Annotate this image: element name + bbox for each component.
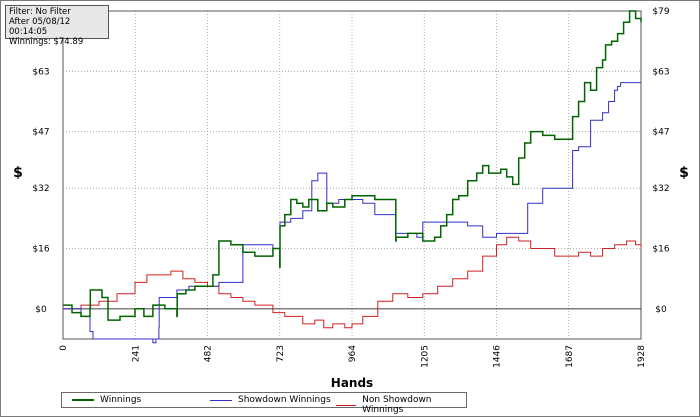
x-tick-label: 1446 — [493, 345, 503, 368]
x-tick-label: 723 — [276, 345, 286, 362]
x-tick-label: 0 — [59, 345, 69, 351]
legend-swatch — [72, 399, 94, 401]
y-tick-labels-right: $0 $16 $32 $47 $63 $79 — [652, 7, 669, 315]
x-tick-labels: 0 241 482 723 964 1205 1446 1687 1928 — [59, 345, 647, 368]
y-tick-label-left: $32 — [32, 184, 49, 194]
legend-label: Showdown Winnings — [238, 395, 331, 405]
x-axis-title: Hands — [331, 376, 373, 390]
x-tick-label: 1687 — [565, 345, 575, 368]
legend-item-non-showdown-winnings: Non Showdown Winnings — [336, 395, 466, 415]
x-tick-label: 1928 — [637, 345, 647, 368]
y-axis-title-left: $ — [13, 165, 23, 181]
legend-item-showdown-winnings: Showdown Winnings — [210, 395, 331, 405]
y-tick-label-right: $47 — [652, 128, 669, 138]
x-tick-label: 482 — [204, 345, 214, 362]
y-tick-label-right: $63 — [652, 67, 669, 77]
winnings-total-text: Winnings: $74.89 — [9, 37, 84, 47]
legend-label: Winnings — [100, 395, 142, 405]
x-tick-label: 1205 — [420, 345, 430, 368]
y-tick-labels-left: $0$16$32$47$63$79 — [32, 7, 49, 315]
series-lines — [63, 10, 642, 344]
x-tick-label: 964 — [348, 345, 358, 362]
y-axis-title-right: $ — [679, 165, 689, 181]
plot-area — [62, 10, 642, 340]
legend-item-winnings: Winnings — [72, 395, 141, 405]
y-tick-label-right: $16 — [652, 245, 669, 255]
y-tick-label-right: $0 — [655, 305, 667, 315]
legend-swatch — [336, 404, 357, 406]
legend: Winnings Showdown Winnings Non Showdown Wi… — [61, 392, 467, 415]
x-tick-label: 241 — [131, 345, 141, 362]
series-line-non-showdown-winnings — [63, 236, 642, 329]
y-tick-label-left: $63 — [32, 67, 49, 77]
y-tick-label-left: $16 — [32, 245, 49, 255]
after-date-text: After 05/08/12 00:14:05 — [9, 17, 71, 37]
info-box: Filter: No Filter After 05/08/12 00:14:0… — [5, 5, 109, 47]
legend-swatch — [210, 399, 232, 401]
series-line-winnings — [63, 10, 642, 321]
y-tick-label-right: $79 — [652, 7, 669, 17]
y-tick-label-right: $32 — [652, 184, 669, 194]
filter-text: Filter: No Filter — [9, 7, 71, 17]
y-tick-label-left: $0 — [35, 305, 47, 315]
legend-label: Non Showdown Winnings — [362, 395, 432, 415]
y-tick-label-left: $47 — [32, 128, 49, 138]
